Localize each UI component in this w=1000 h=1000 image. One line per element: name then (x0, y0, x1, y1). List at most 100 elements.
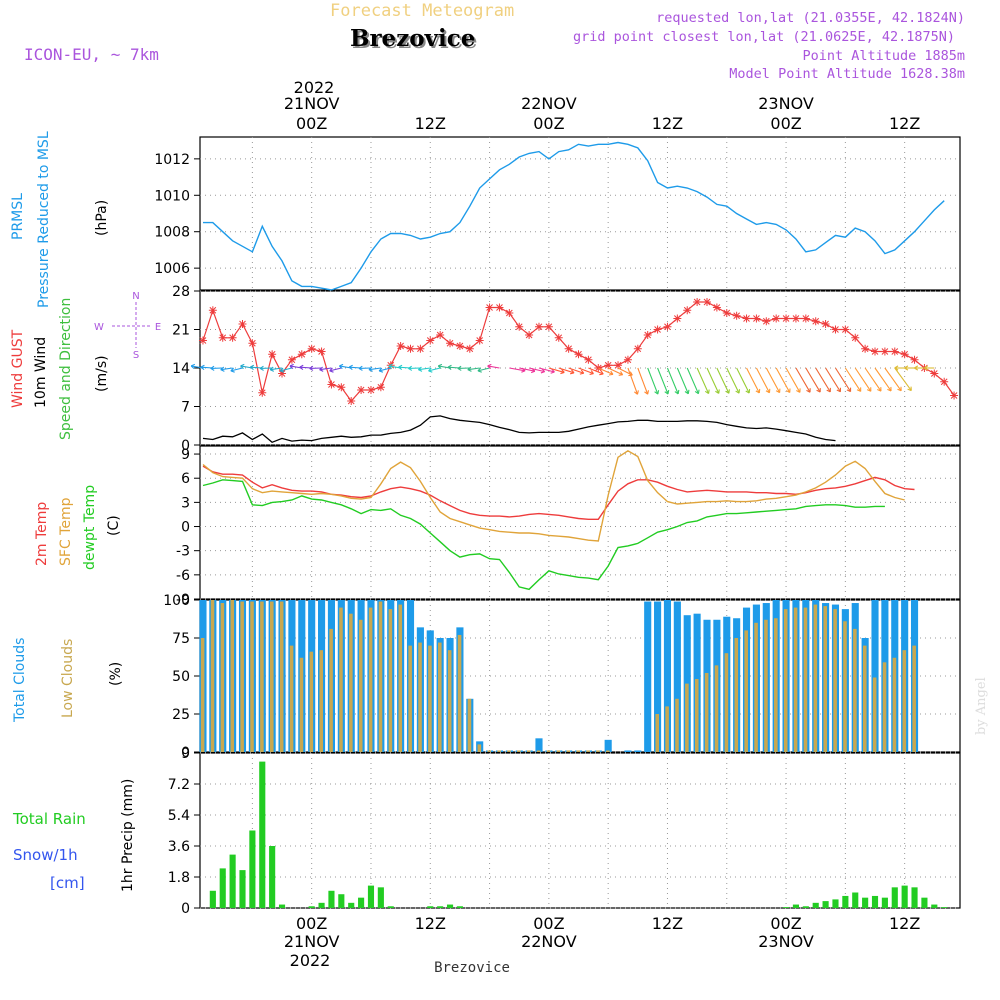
wind-direction-arrowhead (269, 366, 275, 372)
low-cloud-bar (349, 613, 353, 752)
gust-point (307, 344, 316, 353)
wind-direction-arrowhead (846, 387, 852, 393)
wind-direction-arrow (598, 367, 614, 375)
y-tick-label: -6 (176, 568, 190, 584)
y-tick-label: 9 (181, 746, 190, 762)
cloud-panel: 0 25 50 75 100 (163, 593, 961, 761)
low-cloud-bar (467, 698, 472, 752)
pressure-labels: PRMSL Pressure Reduced to MSL (hPa) (10, 131, 110, 308)
top-date-label: 21NOV (284, 94, 340, 113)
gust-point (890, 347, 899, 356)
wind-direction-arrow (657, 367, 669, 395)
wind-direction-arrowhead (200, 364, 205, 370)
wind-direction-arrowhead (319, 366, 324, 372)
rain-bar (812, 902, 819, 908)
rain-bar (901, 885, 908, 908)
wind-direction-arrow (329, 367, 342, 372)
rain-bar (891, 887, 898, 908)
wind-direction-arrowhead (589, 370, 594, 375)
wind-direction-arrow (418, 367, 431, 371)
rain-bar (941, 907, 948, 908)
gust-point (416, 344, 425, 353)
wind-direction-arrowhead (418, 366, 423, 372)
wind-direction-arrowhead (735, 389, 741, 394)
gust-point (534, 322, 543, 331)
wind-direction-arrowhead (897, 386, 902, 392)
top-hour-label: 12Z (415, 114, 446, 133)
total-cloud-bar (604, 739, 612, 752)
wind-direction-arrow (230, 367, 243, 372)
gust-point (248, 339, 257, 348)
gust-point (752, 314, 761, 323)
low-cloud-bar (428, 645, 432, 752)
rain-bar (229, 854, 236, 908)
footer-location: Brezovice (434, 960, 510, 976)
y-tick-label: 28 (172, 284, 190, 300)
low-cloud-bar (388, 609, 393, 752)
gust-point (376, 383, 385, 392)
gust-point (722, 309, 731, 317)
low-cloud-bar (724, 653, 729, 752)
wind-direction-arrowhead (570, 369, 575, 375)
rain-bar (456, 906, 463, 908)
rain-bar (437, 906, 444, 908)
wind-labels: Wind GUST 10m Wind Speed and Direction (… (10, 291, 161, 440)
rain-bar (792, 904, 800, 908)
wind-direction-arrowhead (339, 363, 344, 370)
rain-bar (259, 761, 266, 908)
gust-point (762, 317, 771, 326)
low-cloud-bar (606, 750, 610, 752)
wind-direction-arrowhead (644, 390, 650, 395)
requested-coords: requested lon,lat (21.0355E, 42.1824N) (656, 10, 965, 26)
gust-point (366, 386, 375, 394)
wind-direction-arrow (795, 367, 811, 393)
wind-direction-arrow (884, 367, 902, 392)
wind-direction-arrow (477, 367, 490, 372)
percent-unit-label: (%) (108, 662, 124, 686)
wind-direction-arrowhead (358, 365, 363, 371)
wind-direction-arrowhead (190, 363, 196, 370)
y-tick-label: 0 (181, 745, 190, 761)
y-tick-label: 1008 (154, 225, 190, 241)
gust-point (851, 333, 860, 342)
wind-direction-arrow (558, 367, 575, 374)
top-hour-label: 00Z (296, 114, 327, 133)
gust-point (525, 331, 534, 339)
low-cloud-bar (477, 744, 482, 752)
gust-point (228, 333, 237, 342)
low-cloud-bar (457, 634, 462, 752)
y-tick-label: 75 (172, 631, 190, 647)
temp-2m-label: 2m Temp (34, 502, 50, 566)
wind-direction-arrowhead (775, 388, 781, 394)
wind-direction-arrow (854, 367, 872, 392)
low-cloud-bar (398, 604, 403, 752)
wind-direction-arrow (428, 367, 441, 372)
wind-compass: N E S W (94, 291, 161, 361)
low-cloud-bar (566, 750, 571, 752)
gust-point (732, 311, 741, 320)
y-tick-label: 9 (181, 447, 190, 463)
gust-point (327, 380, 336, 389)
wind-direction-arrowhead (560, 369, 565, 375)
wind-direction-arrowhead (725, 389, 730, 394)
y-tick-label: 0 (181, 901, 190, 917)
gust-point (791, 314, 800, 323)
low-cloud-bar (872, 677, 877, 752)
rain-bar (427, 906, 434, 908)
wind-direction-arrowhead (765, 388, 771, 394)
gust-point (782, 314, 791, 323)
wind-direction-arrowhead (664, 389, 670, 395)
panel-frame (199, 752, 961, 909)
wind-direction-arrowhead (408, 365, 413, 371)
wind-direction-arrowhead (654, 390, 660, 395)
low-cloud-bar (240, 601, 244, 752)
wind-direction-arrowhead (388, 363, 393, 370)
y-tick-label: 5.4 (168, 808, 190, 824)
wind-direction-arrowhead (816, 388, 821, 393)
rain-bar (348, 902, 355, 908)
wind-direction-arrowhead (904, 365, 909, 371)
total-cloud-bar (624, 750, 632, 752)
low-cloud-bar (912, 645, 916, 752)
model-altitude: Model Point Altitude 1628.38m (729, 66, 965, 82)
